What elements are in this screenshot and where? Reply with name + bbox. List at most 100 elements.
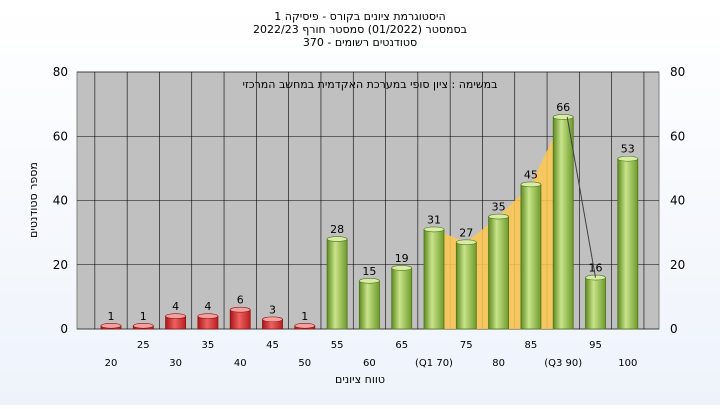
- bar: [617, 155, 639, 330]
- data-label: 66: [556, 101, 570, 114]
- bar: [423, 226, 445, 330]
- bar: [262, 316, 283, 330]
- data-label: 19: [395, 252, 409, 265]
- x-tick-label: 65: [395, 340, 408, 351]
- x-tick-label: 25: [137, 340, 150, 351]
- bar: [358, 278, 380, 330]
- q3-connector-line: [566, 116, 596, 278]
- bar-cap: [100, 322, 122, 329]
- data-label: 3: [269, 303, 276, 316]
- x-tick-label: 95: [589, 340, 602, 351]
- y-tick-label-left: 40: [53, 194, 68, 208]
- bar-body: [520, 184, 542, 330]
- bar: [552, 114, 574, 330]
- y-tick-label-left: 60: [53, 129, 68, 143]
- bar-cap: [552, 114, 574, 120]
- x-tick-label: 45: [266, 340, 279, 351]
- bar: [294, 322, 316, 330]
- bar-cap: [391, 265, 413, 271]
- chart-title-line-3: סטודנטים רשומים - 370: [303, 36, 417, 49]
- bar: [100, 322, 122, 330]
- y-tick-label-right: 0: [670, 322, 678, 336]
- y-tick-label-left: 0: [60, 322, 68, 336]
- bar-cap: [359, 278, 380, 284]
- x-tick-label: 35: [202, 340, 215, 351]
- data-label: 6: [237, 294, 244, 307]
- bar-cap: [294, 322, 316, 329]
- data-label: 4: [172, 300, 179, 313]
- data-label: 16: [589, 262, 603, 275]
- x-tick-label: (Q1 70): [415, 358, 453, 369]
- bar-body: [585, 277, 606, 330]
- y-tick-label-right: 80: [670, 65, 685, 79]
- bar-body: [617, 158, 639, 330]
- bar-body: [358, 280, 380, 330]
- data-label: 1: [140, 310, 147, 323]
- bar: [165, 313, 187, 330]
- bar-cap: [326, 236, 348, 242]
- x-tick-label: 100: [618, 358, 637, 369]
- data-label: 35: [492, 201, 506, 214]
- bar: [455, 239, 477, 330]
- bar-cap: [617, 155, 639, 162]
- bar-cap: [488, 213, 509, 220]
- bar-cap: [455, 239, 477, 246]
- bar-cap: [165, 313, 186, 319]
- chart-title-line-1: היסטוגרמת ציונים בקורס - פיסיקה 1: [274, 10, 445, 23]
- x-tick-label: 55: [331, 340, 344, 351]
- x-tick-label: 20: [105, 358, 118, 369]
- bar: [488, 213, 510, 330]
- x-tick-label: 60: [363, 358, 376, 369]
- x-tick-label: 75: [460, 340, 473, 351]
- data-label: 53: [621, 143, 635, 156]
- bar: [391, 265, 413, 330]
- y-tick-label-left: 20: [53, 258, 68, 272]
- x-tick-label: (Q3 90): [544, 358, 582, 369]
- bar-body: [326, 238, 348, 330]
- bar: [326, 236, 348, 330]
- data-label: 45: [524, 168, 538, 181]
- y-tick-label-left: 80: [53, 65, 68, 79]
- data-label: 1: [301, 310, 308, 323]
- bars-group: [100, 114, 639, 330]
- y-axis-label: מספר סטודנטים: [27, 162, 40, 238]
- chart-title-line-2: בסמסטר (01/2022) סמסטר חורף 2022/23: [253, 23, 467, 36]
- bar: [585, 274, 606, 330]
- bar-cap: [423, 226, 445, 233]
- x-axis-label: טווח ציונים: [335, 373, 385, 386]
- bar-cap: [520, 181, 542, 188]
- bar-body: [229, 309, 251, 330]
- bar-body: [488, 216, 510, 330]
- bar-cap: [197, 313, 219, 319]
- data-label: 28: [330, 223, 344, 236]
- data-label: 1: [108, 310, 115, 323]
- data-label: 31: [427, 213, 441, 226]
- x-tick-label: 85: [525, 340, 538, 351]
- x-tick-labels: 20 25 30 35 40 45 50 55 60 65 (Q1 70) 75 80 85 (Q3 90)…: [105, 340, 638, 369]
- x-tick-label: 40: [234, 358, 247, 369]
- bar-body: [552, 116, 574, 330]
- bar-body: [391, 267, 413, 330]
- y-tick-label-right: 40: [670, 194, 685, 208]
- bar: [229, 306, 251, 330]
- x-tick-label: 80: [492, 358, 505, 369]
- bar-cap: [229, 306, 251, 313]
- x-tick-label: 30: [169, 358, 182, 369]
- bar: [520, 181, 542, 330]
- bar-cap: [262, 316, 283, 323]
- data-label: 27: [459, 226, 473, 239]
- bar: [132, 322, 154, 330]
- bar-body: [423, 229, 445, 330]
- chart-subtitle: במשימה : ציון סופי במערכת האקדמית במחשב …: [243, 78, 498, 91]
- x-tick-label: 50: [298, 358, 311, 369]
- data-label: 4: [204, 300, 211, 313]
- bar: [197, 313, 219, 330]
- axis-ticks: 0 0 20 20 40 40 60 60 80 80: [53, 65, 686, 336]
- bar-body: [455, 241, 477, 330]
- data-label: 15: [362, 265, 376, 278]
- y-tick-label-right: 20: [670, 258, 685, 272]
- bar-cap: [133, 322, 154, 329]
